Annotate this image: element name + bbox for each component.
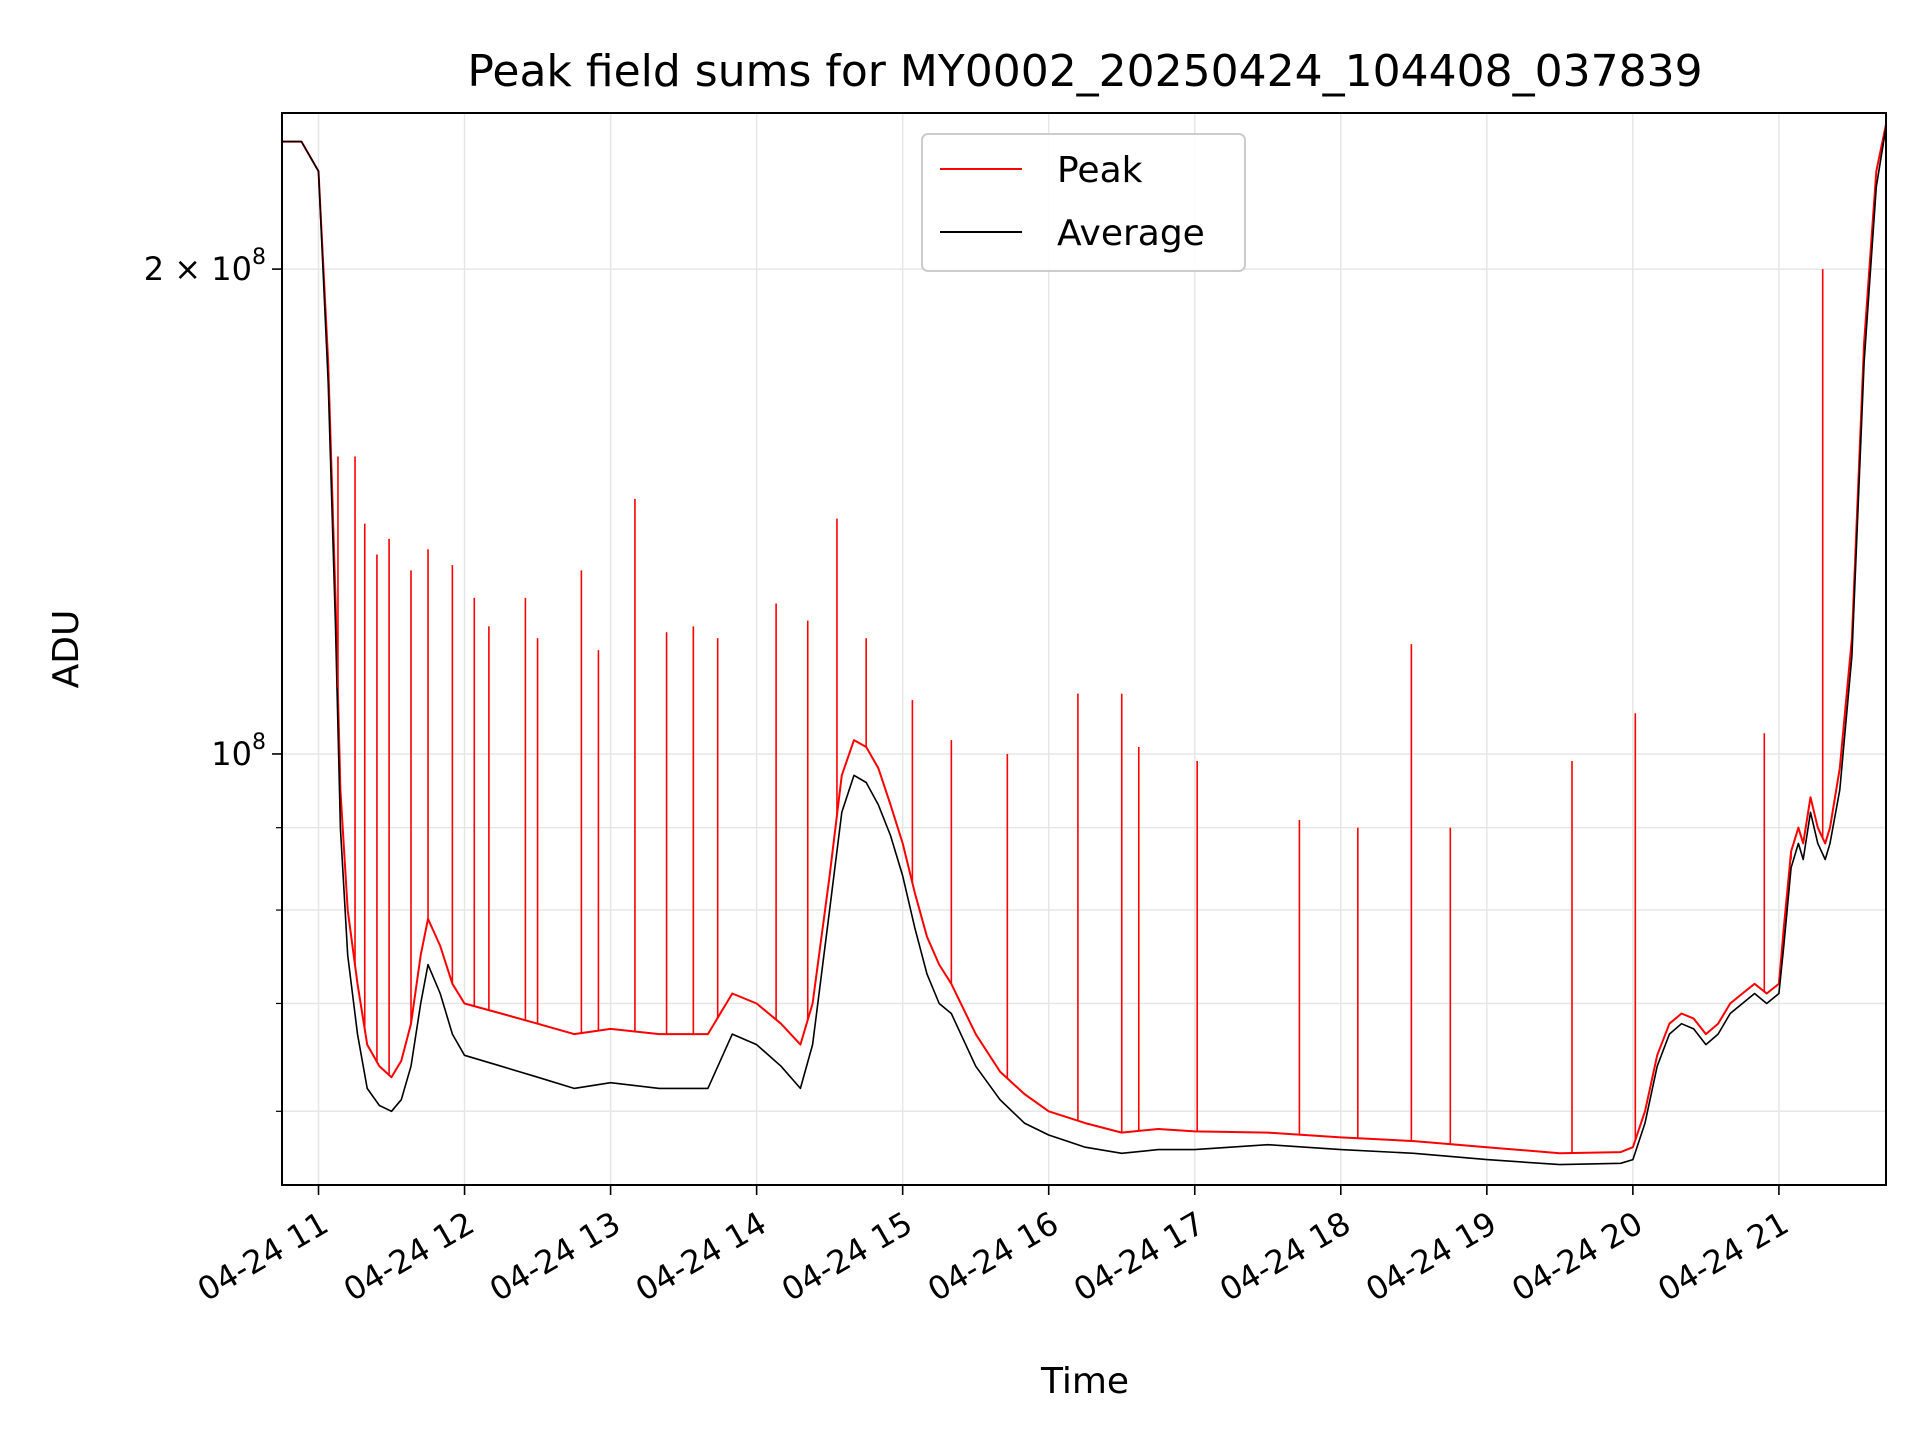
- x-axis-label: Time: [1040, 1361, 1129, 1402]
- y-tick-label: 2 × 108: [144, 245, 266, 288]
- legend-label-peak: Peak: [1057, 150, 1143, 191]
- y-axis-label: ADU: [46, 610, 87, 689]
- y-tick-label: 108: [211, 730, 266, 773]
- legend-label-average: Average: [1057, 213, 1205, 254]
- chart-title: Peak field sums for MY0002_20250424_1044…: [467, 46, 1702, 97]
- legend: Peak Average: [921, 133, 1246, 272]
- series-layer: [282, 124, 1887, 1166]
- series-line-average: [282, 126, 1887, 1166]
- plot-frame: [281, 112, 1887, 1186]
- gridlines: [282, 113, 1886, 1185]
- series-line-peak: [282, 124, 1887, 1155]
- y-axis: 108 2 × 108: [144, 245, 282, 1112]
